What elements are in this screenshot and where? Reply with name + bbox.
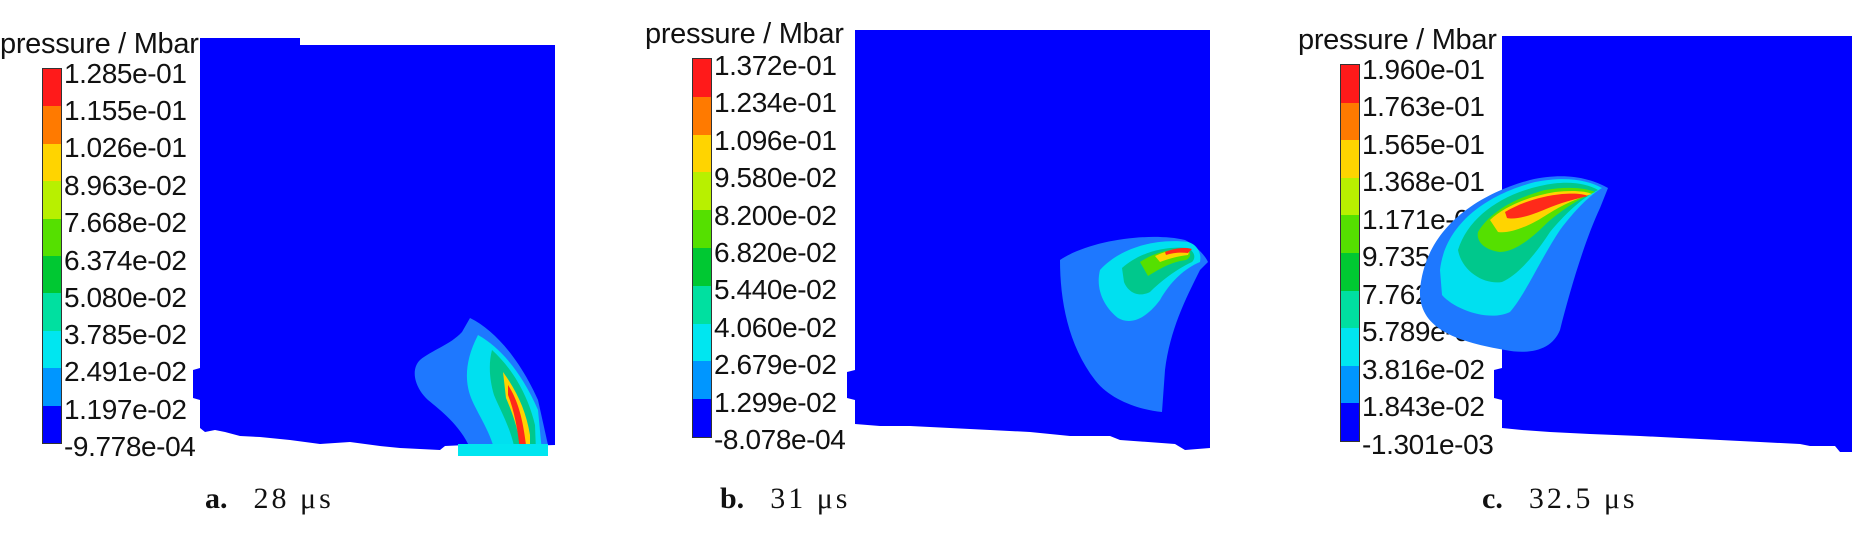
colorbar-label: 1.843e-02	[1362, 391, 1485, 422]
colorbar-label: 5.440e-02	[714, 274, 837, 305]
colorbar-label: 1.299e-02	[714, 387, 837, 418]
colorbar-label: 6.820e-02	[714, 237, 837, 268]
colorbar-label: 4.060e-02	[714, 312, 837, 343]
colorbar-segment	[693, 96, 711, 135]
pressure-field-plot	[847, 30, 1210, 450]
colorbar-segment	[693, 361, 711, 400]
colorbar-label: -1.301e-03	[1362, 429, 1494, 460]
colorbar-segment	[1341, 215, 1359, 253]
pressure-field-plot	[193, 38, 555, 456]
colorbar-segment	[43, 106, 61, 144]
colorbar-segment	[1341, 290, 1359, 329]
simulation-domain	[1494, 36, 1852, 452]
colorbar-label: 1.155e-01	[64, 95, 187, 126]
colorbar-title: pressure / Mbar	[1298, 24, 1497, 56]
colorbar-label: 1.372e-01	[714, 50, 837, 81]
colorbar-segment	[43, 405, 61, 443]
colorbar-segment	[1341, 65, 1359, 103]
colorbar-label: -8.078e-04	[714, 424, 846, 455]
panel-a: pressure / Mbar 1.285e-01 1.155e-01 1.02…	[0, 0, 620, 540]
colorbar-segment	[693, 210, 711, 248]
panel-b: pressure / Mbar 1.372e-01 1.234e-01 1.09…	[640, 0, 1240, 540]
caption-b: b. 31 μs	[720, 482, 850, 516]
colorbar-segment	[693, 59, 711, 97]
colorbar-label: 1.763e-01	[1362, 91, 1485, 122]
colorbar-label: 6.374e-02	[64, 245, 187, 276]
colorbar-label: 1.960e-01	[1362, 54, 1485, 85]
colorbar-label: 1.565e-01	[1362, 129, 1485, 160]
colorbar-label: 1.234e-01	[714, 87, 837, 118]
caption-time: 31 μs	[770, 482, 851, 515]
colorbar	[1340, 64, 1360, 442]
colorbar-segment	[693, 134, 711, 173]
colorbar-segment	[43, 255, 61, 294]
panel-c: pressure / Mbar 1.960e-01 1.763e-01 1.56…	[1290, 0, 1857, 540]
colorbar-label: 3.785e-02	[64, 319, 187, 350]
colorbar-segment	[43, 368, 61, 406]
colorbar-label: 1.285e-01	[64, 58, 187, 89]
colorbar-segment	[693, 172, 711, 211]
colorbar-segment	[693, 247, 711, 286]
colorbar-label: 3.816e-02	[1362, 354, 1485, 385]
colorbar-title: pressure / Mbar	[645, 18, 844, 50]
colorbar-label: 9.580e-02	[714, 162, 837, 193]
caption-a: a. 28 μs	[205, 482, 334, 516]
caption-time: 28 μs	[253, 482, 334, 515]
colorbar	[692, 58, 712, 438]
base-strip	[458, 444, 548, 456]
caption-c: c. 32.5 μs	[1482, 482, 1638, 516]
colorbar-label: -9.778e-04	[64, 431, 196, 462]
pressure-field-plot	[1419, 36, 1852, 452]
colorbar-label: 5.080e-02	[64, 282, 187, 313]
caption-letter: b.	[720, 482, 745, 515]
colorbar-segment	[43, 293, 61, 331]
colorbar-segment	[1341, 403, 1359, 441]
colorbar-segment	[1341, 252, 1359, 291]
colorbar-segment	[1341, 140, 1359, 178]
colorbar-segment	[693, 323, 711, 362]
colorbar-segment	[43, 181, 61, 219]
colorbar-segment	[1341, 177, 1359, 216]
colorbar-label: 1.096e-01	[714, 125, 837, 156]
caption-letter: c.	[1482, 482, 1503, 515]
colorbar-segment	[43, 69, 61, 107]
colorbar-segment	[1341, 365, 1359, 404]
colorbar-title: pressure / Mbar	[0, 28, 199, 60]
colorbar-label: 1.026e-01	[64, 132, 187, 163]
colorbar-label: 8.963e-02	[64, 170, 187, 201]
colorbar-label: 1.368e-01	[1362, 166, 1485, 197]
pressure-wave-core	[1505, 193, 1588, 219]
caption-time: 32.5 μs	[1528, 482, 1638, 515]
colorbar	[42, 68, 62, 444]
colorbar-segment	[43, 143, 61, 182]
colorbar-segment	[1341, 328, 1359, 366]
colorbar-segment	[693, 399, 711, 437]
colorbar-label: 1.197e-02	[64, 394, 187, 425]
pressure-wave-core	[1165, 248, 1192, 255]
colorbar-label: 2.679e-02	[714, 349, 837, 380]
caption-letter: a.	[205, 482, 228, 515]
colorbar-label: 8.200e-02	[714, 200, 837, 231]
colorbar-label: 2.491e-02	[64, 356, 187, 387]
colorbar-segment	[43, 330, 61, 369]
pressure-wave-core	[508, 385, 526, 452]
colorbar-segment	[1341, 102, 1359, 141]
colorbar-segment	[693, 285, 711, 324]
colorbar-segment	[43, 218, 61, 256]
colorbar-label: 7.668e-02	[64, 207, 187, 238]
